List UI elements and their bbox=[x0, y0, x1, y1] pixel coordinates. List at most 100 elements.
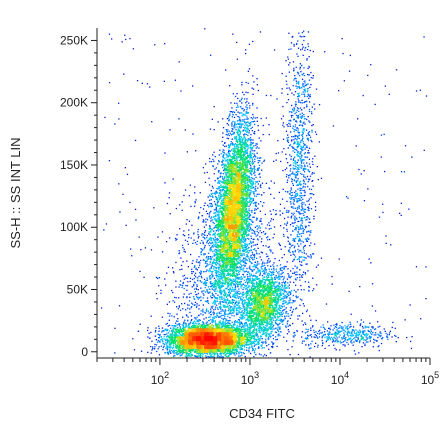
event-point bbox=[250, 333, 252, 335]
event-point bbox=[158, 285, 160, 287]
event-point bbox=[254, 174, 256, 176]
event-point bbox=[218, 291, 221, 293]
event-point bbox=[179, 228, 181, 230]
event-point bbox=[297, 98, 299, 100]
event-point bbox=[386, 333, 389, 336]
event-point bbox=[119, 211, 121, 213]
event-point bbox=[301, 205, 303, 207]
event-point bbox=[307, 137, 309, 140]
event-point bbox=[204, 244, 206, 247]
event-point bbox=[238, 311, 240, 313]
event-point bbox=[300, 71, 302, 73]
event-point bbox=[253, 282, 255, 284]
event-point bbox=[195, 268, 197, 270]
event-point bbox=[254, 266, 257, 268]
event-point bbox=[308, 289, 310, 292]
event-point bbox=[249, 125, 251, 127]
event-point bbox=[288, 315, 290, 317]
event-point bbox=[233, 155, 235, 157]
event-point bbox=[289, 144, 292, 146]
event-point bbox=[209, 225, 211, 227]
event-point bbox=[252, 118, 254, 120]
event-point bbox=[283, 300, 285, 302]
event-point bbox=[253, 248, 255, 251]
event-point bbox=[206, 171, 208, 174]
event-point bbox=[154, 335, 156, 337]
event-point bbox=[236, 58, 238, 60]
event-point bbox=[222, 289, 224, 291]
event-point bbox=[296, 201, 298, 203]
event-point bbox=[245, 325, 247, 327]
event-point bbox=[222, 118, 224, 120]
event-point bbox=[293, 199, 295, 201]
event-point bbox=[265, 269, 268, 271]
event-point bbox=[285, 60, 287, 62]
event-point bbox=[244, 326, 246, 328]
event-point bbox=[216, 290, 218, 292]
event-point bbox=[217, 163, 219, 165]
event-point bbox=[246, 152, 248, 154]
event-point bbox=[298, 207, 300, 209]
event-point bbox=[272, 338, 275, 340]
event-point bbox=[210, 267, 212, 269]
event-point bbox=[208, 206, 210, 208]
event-point bbox=[282, 312, 284, 314]
event-point bbox=[254, 348, 256, 350]
event-point bbox=[236, 131, 238, 133]
event-point bbox=[202, 297, 204, 299]
event-point bbox=[294, 75, 296, 77]
event-point bbox=[216, 192, 219, 194]
event-point bbox=[295, 66, 297, 68]
event-point bbox=[304, 332, 307, 334]
event-point bbox=[175, 261, 177, 264]
event-point bbox=[183, 321, 185, 323]
event-point bbox=[291, 173, 293, 175]
event-point bbox=[266, 345, 268, 347]
event-point bbox=[221, 283, 223, 285]
event-point bbox=[230, 352, 232, 354]
event-point bbox=[226, 173, 228, 176]
event-point bbox=[277, 300, 279, 302]
event-point bbox=[241, 302, 243, 304]
event-point bbox=[383, 328, 385, 330]
event-point bbox=[256, 264, 258, 267]
event-point bbox=[290, 270, 292, 272]
event-point bbox=[214, 168, 216, 170]
event-point bbox=[223, 291, 226, 293]
event-point bbox=[294, 148, 296, 151]
event-point bbox=[285, 130, 288, 132]
event-point bbox=[306, 88, 309, 90]
event-point bbox=[249, 138, 251, 140]
event-point bbox=[313, 218, 315, 220]
event-point bbox=[183, 293, 185, 295]
event-point bbox=[268, 343, 270, 346]
event-point bbox=[309, 231, 311, 233]
event-point bbox=[353, 350, 356, 352]
event-point bbox=[297, 130, 299, 132]
event-point bbox=[193, 266, 195, 268]
event-point bbox=[282, 271, 284, 274]
event-point bbox=[264, 233, 266, 235]
event-point bbox=[311, 180, 313, 182]
event-point bbox=[268, 187, 271, 190]
event-point bbox=[339, 324, 341, 327]
event-point bbox=[283, 336, 285, 338]
event-point bbox=[290, 254, 292, 256]
event-point bbox=[221, 286, 223, 288]
event-point bbox=[297, 155, 300, 157]
event-point bbox=[240, 112, 242, 114]
event-point bbox=[297, 116, 299, 118]
event-point bbox=[293, 130, 295, 133]
event-point bbox=[275, 152, 277, 155]
event-point bbox=[203, 246, 206, 248]
event-point bbox=[239, 139, 241, 141]
event-point bbox=[217, 217, 219, 219]
event-point bbox=[322, 342, 324, 344]
event-point bbox=[298, 95, 300, 98]
event-point bbox=[235, 114, 237, 116]
event-point bbox=[241, 318, 243, 320]
event-point bbox=[244, 322, 246, 325]
event-point bbox=[302, 203, 304, 206]
event-point bbox=[256, 230, 258, 233]
